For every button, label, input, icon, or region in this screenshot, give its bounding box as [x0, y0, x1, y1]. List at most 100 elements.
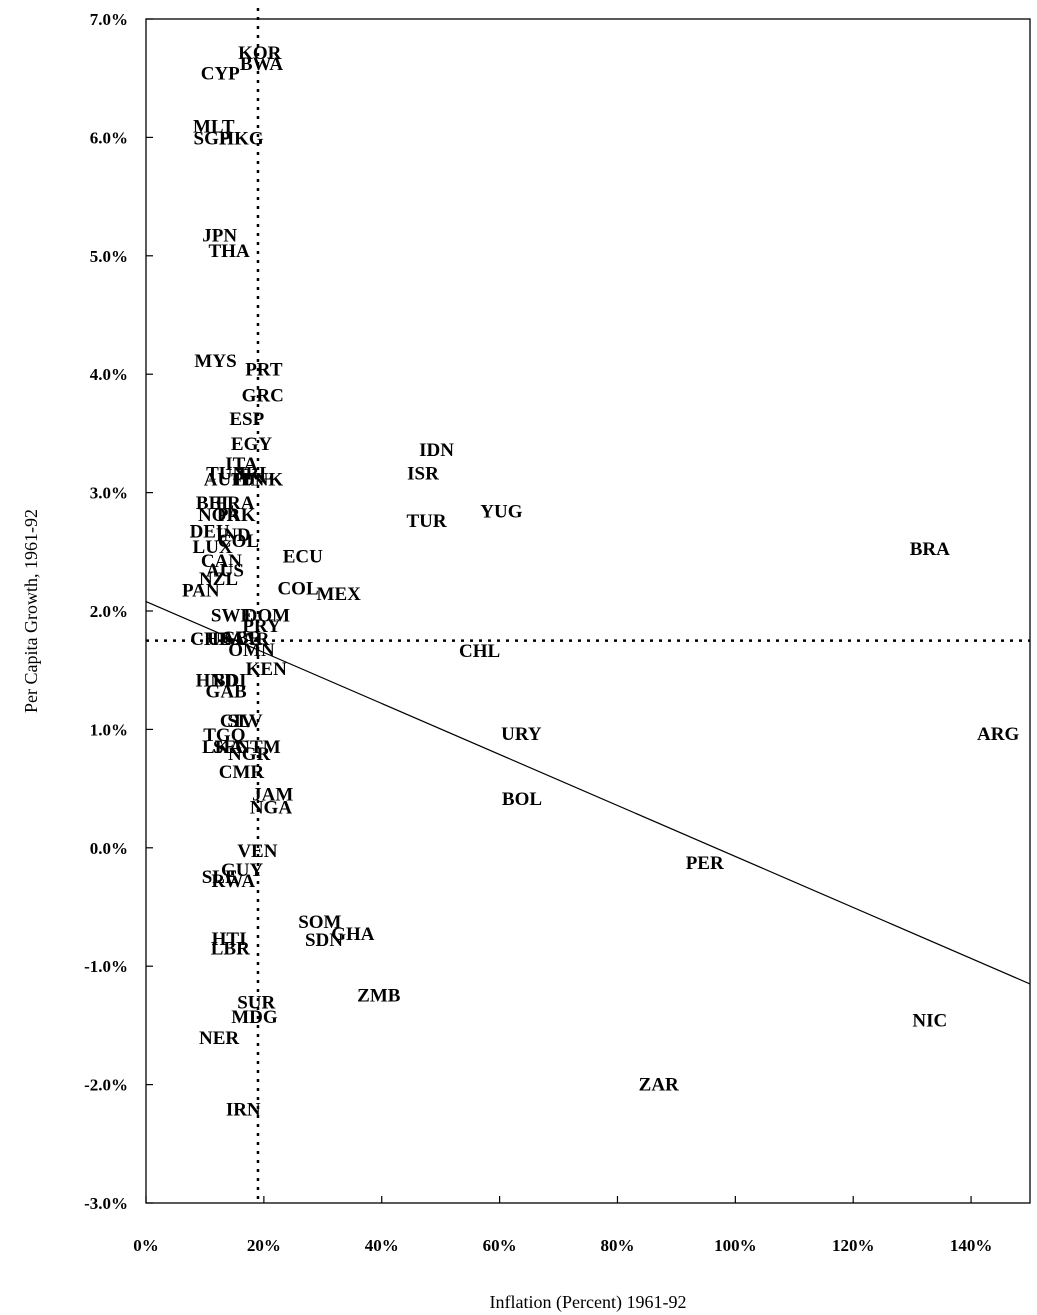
data-point-label: GUY	[221, 860, 264, 881]
data-point-label: IRL	[238, 463, 272, 484]
y-tick-label: -2.0%	[84, 1076, 128, 1095]
x-axis-title: Inflation (Percent) 1961-92	[490, 1292, 687, 1313]
data-point-label: NER	[199, 1028, 239, 1049]
data-point-label: SGP	[194, 128, 231, 149]
data-point-label: PAN	[182, 581, 220, 602]
data-point-label: ZMB	[357, 986, 401, 1007]
data-point-label: COL	[218, 531, 259, 552]
data-point-label: VEN	[237, 841, 277, 862]
data-point-label: BOL	[502, 789, 542, 810]
data-point-label: MYS	[194, 351, 236, 372]
data-point-label: NZL	[199, 569, 238, 590]
x-tick-label: 20%	[247, 1236, 281, 1255]
x-tick-label: 140%	[950, 1236, 993, 1255]
data-point-label: FRA	[215, 493, 254, 514]
data-point-label: JAM	[252, 784, 293, 805]
data-point-label: CHE	[190, 629, 231, 650]
data-point-label: SWE	[211, 606, 253, 627]
data-point-label: SUR	[237, 993, 275, 1014]
data-point-label: AUT	[204, 469, 244, 490]
y-tick-labels: 7.0% 6.0% 5.0% 4.0% 3.0% 2.0% 1.0% 0.0% -1.0% -2.…	[84, 10, 128, 1213]
data-point-label: MEX	[317, 584, 362, 605]
y-tick-label: 6.0%	[90, 128, 128, 147]
data-point-label: GTM	[235, 737, 280, 758]
data-point-label: MLT	[193, 117, 235, 138]
data-point-label: YUG	[480, 501, 522, 522]
data-point-label: EGY	[231, 434, 272, 455]
data-point-label: SLE	[202, 867, 238, 888]
y-tick-label: 0.0%	[90, 839, 128, 858]
y-tick-label: 2.0%	[90, 602, 128, 621]
data-point-label: IND	[216, 525, 251, 546]
data-point-label: HKG	[219, 128, 264, 149]
tick-marks	[145, 18, 972, 1204]
data-point-label: TUN	[206, 463, 246, 484]
data-point-label: JPN	[202, 225, 237, 246]
y-tick-label: 1.0%	[90, 720, 128, 739]
data-point-label: BRA	[910, 539, 950, 560]
data-point-label: SDN	[305, 930, 343, 951]
y-tick-label: 5.0%	[90, 247, 128, 266]
data-point-label: HND	[196, 671, 238, 692]
data-point-label: HTI	[212, 929, 247, 950]
data-point-label: ITA	[225, 454, 258, 475]
data-point-label: ARG	[977, 724, 1019, 745]
data-point-label: URY	[501, 724, 542, 745]
data-point-label: BDI	[213, 671, 247, 692]
data-point-label: COL	[277, 578, 318, 599]
data-point-label: DNK	[241, 469, 283, 490]
data-point-label: CMR	[219, 762, 265, 783]
data-point-label: SOM	[298, 912, 341, 933]
data-point-label: ISR	[407, 463, 439, 484]
y-tick-label: -3.0%	[84, 1194, 128, 1213]
data-point-label: CAN	[201, 551, 242, 572]
data-point-label: GRC	[242, 385, 284, 406]
x-tick-label: 100%	[714, 1236, 757, 1255]
data-point-label: PRY	[242, 616, 281, 637]
data-point-label: USA	[207, 629, 245, 650]
data-point-label: SEN	[213, 737, 250, 758]
data-point-label: BEL	[196, 493, 234, 514]
data-point-label: AUS	[206, 561, 244, 582]
data-point-label: DOM	[244, 606, 291, 627]
data-point-label: THA	[209, 241, 250, 262]
data-point-label: FIN	[232, 469, 265, 490]
data-point-label: GBR	[221, 628, 262, 649]
data-point-label: MAR	[224, 629, 270, 650]
data-point-label: CIV	[220, 711, 255, 732]
trend-line	[145, 600, 1031, 985]
data-point-label: NGR	[228, 744, 271, 765]
x-tick-label: 80%	[600, 1236, 634, 1255]
data-point-label: LBR	[211, 938, 250, 959]
y-tick-label: 4.0%	[90, 365, 128, 384]
data-point-label: PRT	[245, 359, 283, 380]
data-point-label: KEN	[246, 659, 287, 680]
data-point-label: LKA	[202, 737, 243, 758]
data-point-label: PAK	[217, 505, 256, 526]
data-point-label: CYP	[201, 63, 240, 84]
data-point-label: IDN	[419, 440, 454, 461]
data-point-label: CHL	[459, 641, 500, 662]
data-point-label: NGA	[250, 797, 293, 818]
data-point-label: NIC	[912, 1010, 947, 1031]
data-point-label: ZAR	[639, 1074, 679, 1095]
data-point-label: RWA	[211, 871, 255, 892]
data-point-label: DEU	[190, 521, 230, 542]
data-point-label: TUR	[406, 511, 446, 532]
y-axis-title: Per Capita Growth, 1961-92	[21, 509, 41, 713]
x-tick-label: 60%	[483, 1236, 517, 1255]
data-point-label: GHA	[331, 924, 375, 945]
data-point-label: IRN	[226, 1099, 261, 1120]
data-point-label: BWA	[240, 54, 284, 75]
x-tick-label: 0%	[133, 1236, 159, 1255]
x-tick-label: 120%	[832, 1236, 875, 1255]
x-tick-labels: 0% 20% 40% 60% 80% 100% 120% 140%	[133, 1236, 992, 1255]
data-point-label: PER	[686, 853, 724, 874]
x-tick-label: 40%	[365, 1236, 399, 1255]
data-point-label: KOR	[238, 43, 282, 64]
data-point-label: ECU	[283, 546, 323, 567]
data-point-label: NOR	[198, 505, 241, 526]
y-tick-label: 3.0%	[90, 484, 128, 503]
